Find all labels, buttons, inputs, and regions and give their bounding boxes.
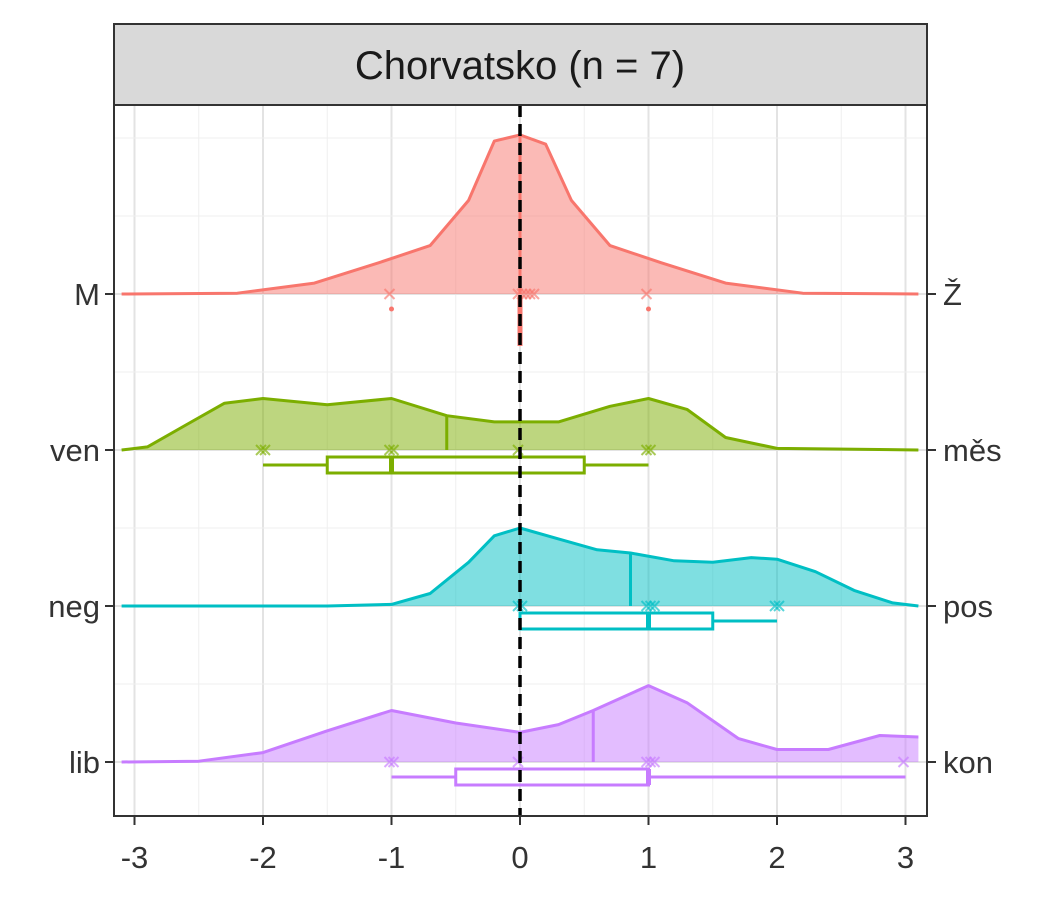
- x-tick-label: -1: [378, 840, 406, 875]
- data-point: [644, 756, 657, 768]
- density-curve: [121, 526, 919, 608]
- data-point: [648, 756, 661, 768]
- y-tick-label-left: lib: [69, 745, 100, 780]
- data-point: [528, 288, 540, 300]
- box-outlier: [389, 306, 394, 312]
- y-tick-label-left: ven: [50, 433, 100, 468]
- data-point: [383, 756, 396, 768]
- y-tick-label-right: měs: [943, 433, 1002, 468]
- data-point: [648, 600, 661, 612]
- facet-strip-background: [113, 23, 928, 106]
- x-tick-label: -2: [249, 840, 277, 875]
- y-tick-label-right: pos: [943, 589, 993, 624]
- facet-title: Chorvatsko (n = 7): [355, 44, 685, 88]
- data-point: [255, 444, 267, 456]
- data-point: [387, 756, 400, 768]
- data-point: [640, 288, 653, 300]
- ridge-row-ven: [121, 397, 919, 475]
- data-point: [383, 444, 396, 456]
- y-tick-label-left: M: [74, 277, 100, 312]
- data-point: [259, 444, 271, 456]
- density-area: [121, 398, 919, 450]
- x-tick-label: 0: [511, 840, 528, 875]
- data-point: [644, 600, 657, 612]
- data-point: [769, 600, 781, 612]
- x-tick-label: -3: [121, 840, 149, 875]
- data-point: [640, 444, 653, 456]
- data-point: [773, 600, 785, 612]
- data-point: [897, 756, 910, 768]
- axes: -3 -2 -1 0 1 2 3 lib kon neg pos ven měs M Ž: [48, 277, 1001, 875]
- y-tick-label-right: Ž: [943, 277, 962, 312]
- density-curve: [121, 684, 919, 764]
- x-tick-label: 3: [897, 840, 914, 875]
- x-tick-label: 1: [640, 840, 657, 875]
- box-outlier: [646, 306, 651, 312]
- y-tick-label-right: kon: [943, 745, 993, 780]
- density-curve: [121, 397, 919, 452]
- facet-strip: Chorvatsko (n = 7): [113, 23, 928, 106]
- box-iqr: [325, 455, 586, 475]
- ridge-row-lib: [121, 684, 919, 787]
- data-point: [524, 288, 536, 300]
- density-area: [121, 685, 919, 762]
- data-point: [644, 444, 657, 456]
- x-tick-label: 2: [768, 840, 785, 875]
- y-tick-label-left: neg: [48, 589, 100, 624]
- data-point: [387, 444, 400, 456]
- data-point: [383, 288, 396, 300]
